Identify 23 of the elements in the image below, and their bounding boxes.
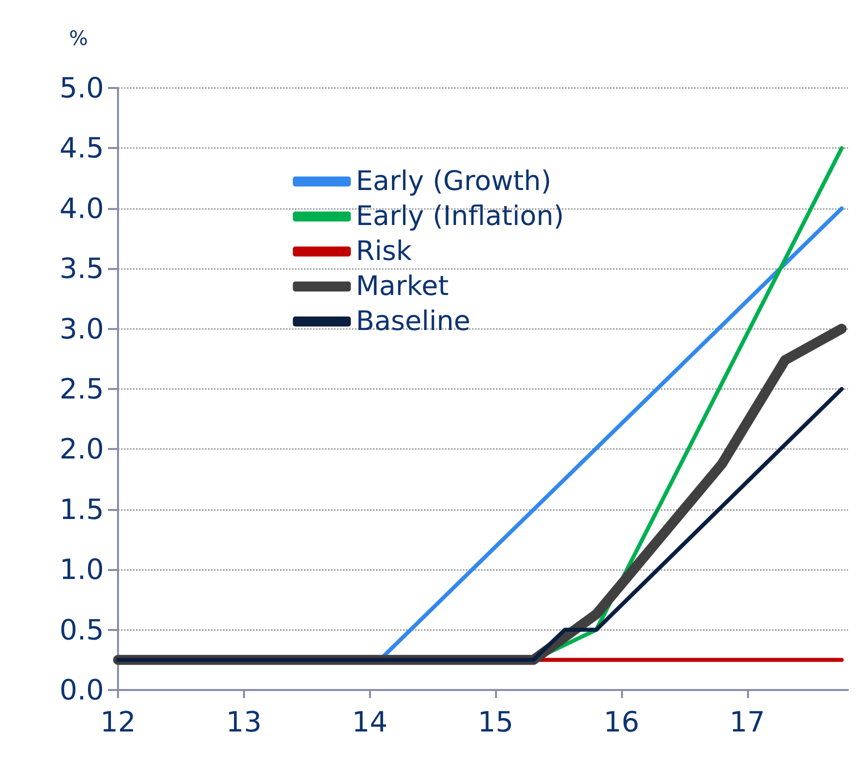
legend-label: Market [356,271,449,302]
y-tick-label: 4.0 [59,192,104,225]
x-tick-label: 17 [729,706,766,738]
y-tick-label: 0.0 [59,674,104,706]
y-tick-label: 2.5 [59,372,104,406]
y-tick-label: 3.5 [59,252,104,286]
y-tick-label: 4.5 [59,132,104,165]
legend-label: Risk [356,236,412,267]
legend-label: Early (Growth) [356,166,552,197]
y-tick-label: 2.0 [59,432,104,466]
legend-label: Baseline [356,306,470,337]
y-axis-title: % [68,26,88,50]
x-tick-label: 13 [226,706,262,738]
y-tick-label: 0.5 [59,613,104,646]
x-tick-label: 12 [100,706,136,738]
x-tick-label: 15 [478,706,514,738]
y-tick-label: 5.0 [59,72,104,104]
x-tick-label: 16 [604,706,640,738]
x-tick-label: 14 [352,706,388,738]
y-tick-label: 1.0 [59,553,104,586]
y-tick-label: 1.5 [59,492,104,526]
legend-label: Early (Inflation) [356,201,564,232]
y-tick-label: 3.0 [59,312,104,346]
